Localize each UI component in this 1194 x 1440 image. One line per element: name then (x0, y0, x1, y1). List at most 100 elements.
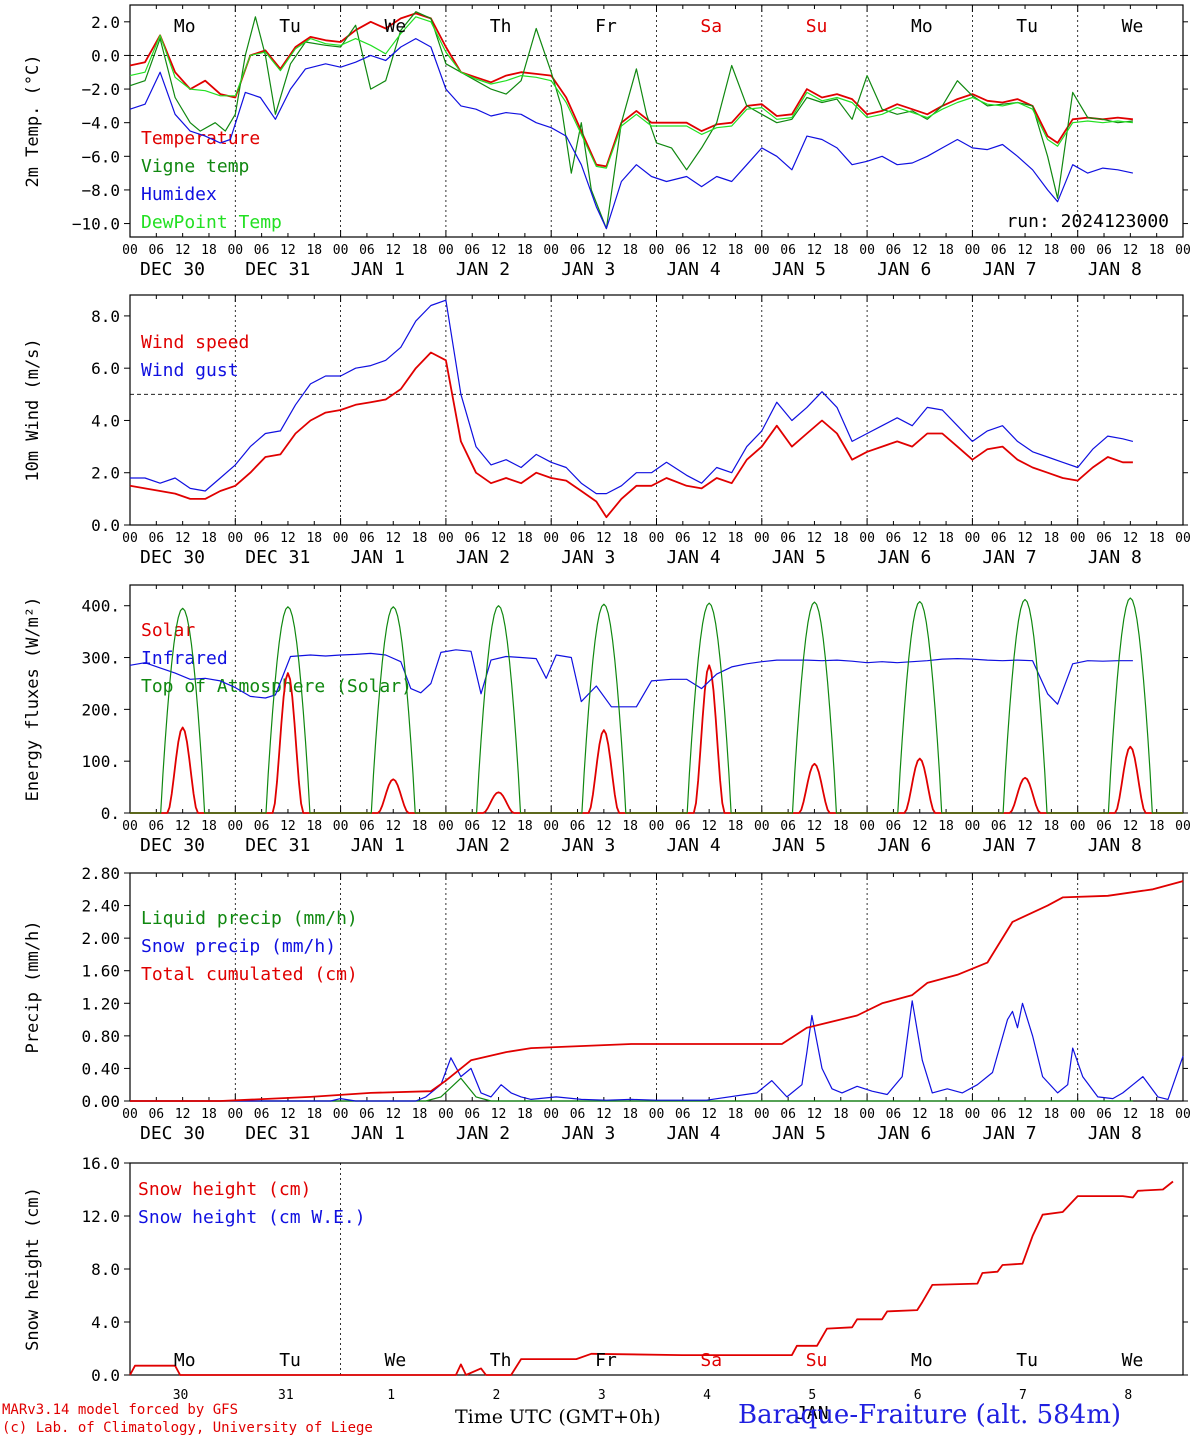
x-hour-label: 00 (543, 1107, 559, 1122)
x-hour-label: 00 (122, 243, 138, 258)
x-hour-label: 18 (412, 531, 428, 546)
series-line-humidex (129, 38, 1134, 230)
y-tick-label: 2.0 (91, 13, 120, 32)
x-hour-label: 00 (333, 243, 349, 258)
x-date-label: JAN 1 (351, 259, 405, 280)
y-tick-label: 400. (81, 597, 120, 616)
x-hour-label: 18 (1149, 1107, 1165, 1122)
x-hour-label: 00 (859, 531, 875, 546)
day-name-label: Tu (279, 16, 301, 37)
x-date-label: JAN 7 (982, 547, 1036, 568)
x-hour-label: 06 (991, 819, 1007, 834)
y-tick-label: 0.0 (91, 516, 120, 535)
x-hour-label: 12 (385, 819, 401, 834)
x-date-label: DEC 31 (245, 259, 310, 280)
day-name-label: Th (490, 16, 512, 37)
legend-snow-height-cm-w-e-: Snow height (cm W.E.) (138, 1207, 366, 1228)
x-hour-label: 18 (1044, 243, 1060, 258)
x-hour-label: 18 (412, 1107, 428, 1122)
x-hour-label: 00 (859, 1107, 875, 1122)
legend-infrared: Infrared (141, 648, 228, 669)
run-label: run: 2024123000 (1006, 211, 1169, 232)
y-tick-label: 6.0 (91, 359, 120, 378)
x-hour-label: 18 (306, 1107, 322, 1122)
x-hour-label: 00 (438, 243, 454, 258)
x-date-label: JAN 7 (982, 259, 1036, 280)
x-date-label: JAN 8 (1088, 547, 1142, 568)
bottom-day-number: 3 (598, 1388, 606, 1403)
snow-day-name-label: Fr (595, 1350, 617, 1371)
x-hour-label: 00 (754, 243, 770, 258)
x-hour-label: 12 (385, 1107, 401, 1122)
x-hour-label: 12 (701, 1107, 717, 1122)
x-hour-label: 18 (622, 1107, 638, 1122)
x-hour-label: 00 (227, 531, 243, 546)
y-tick-label: 2.80 (81, 864, 120, 883)
x-hour-label: 12 (1017, 243, 1033, 258)
x-hour-label: 00 (1070, 531, 1086, 546)
y-tick-label: 4.0 (91, 411, 120, 430)
x-date-label: JAN 2 (456, 1123, 510, 1144)
x-hour-label: 18 (1149, 243, 1165, 258)
x-hour-label: 18 (622, 531, 638, 546)
x-hour-label: 12 (912, 243, 928, 258)
x-hour-label: 18 (201, 243, 217, 258)
snow-day-name-label: Sa (700, 1350, 722, 1371)
x-date-label: JAN 7 (982, 835, 1036, 856)
x-hour-label: 00 (1070, 243, 1086, 258)
x-hour-label: 12 (280, 819, 296, 834)
x-date-label: JAN 8 (1088, 835, 1142, 856)
x-hour-label: 06 (780, 531, 796, 546)
x-hour-label: 18 (517, 243, 533, 258)
snow-day-name-label: We (1122, 1350, 1144, 1371)
day-name-label: Tu (1016, 16, 1038, 37)
x-hour-label: 06 (464, 819, 480, 834)
bottom-day-number: 31 (278, 1388, 294, 1403)
station-name: Baraque-Fraiture (alt. 584m) (738, 1400, 1122, 1430)
x-hour-label: 00 (965, 1107, 981, 1122)
x-hour-label: 12 (1123, 243, 1139, 258)
y-tick-label: 200. (81, 700, 120, 719)
x-date-label: JAN 5 (772, 1123, 826, 1144)
snow-day-name-label: Tu (279, 1350, 301, 1371)
legend-temperature: Temperature (141, 128, 260, 149)
x-date-label: JAN 6 (877, 259, 931, 280)
x-hour-label: 18 (728, 819, 744, 834)
x-hour-label: 06 (148, 1107, 164, 1122)
x-hour-label: 12 (175, 819, 191, 834)
y-tick-label: 4.0 (91, 1313, 120, 1332)
x-hour-label: 12 (701, 819, 717, 834)
x-hour-label: 18 (622, 819, 638, 834)
x-hour-label: 00 (1175, 1107, 1191, 1122)
legend-vigne-temp: Vigne temp (141, 156, 249, 177)
y-axis-label-temperature: 2m Temp. (°C) (23, 54, 43, 187)
x-hour-label: 00 (649, 819, 665, 834)
y-tick-label: 0.0 (91, 1366, 120, 1385)
x-hour-label: 06 (780, 1107, 796, 1122)
day-name-label: Mo (174, 16, 196, 37)
x-hour-label: 18 (833, 819, 849, 834)
legend-liquid-precip-mm-h-: Liquid precip (mm/h) (141, 908, 358, 929)
x-hour-label: 12 (807, 531, 823, 546)
x-hour-label: 12 (912, 531, 928, 546)
x-hour-label: 18 (833, 243, 849, 258)
x-date-label: JAN 3 (561, 547, 615, 568)
x-hour-label: 06 (1096, 531, 1112, 546)
x-hour-label: 12 (807, 1107, 823, 1122)
x-date-label: DEC 30 (140, 835, 205, 856)
legend-top-of-atmosphere-solar-: Top of Atmosphere (Solar) (141, 676, 412, 697)
legend-wind-speed: Wind speed (141, 332, 249, 353)
x-hour-label: 00 (754, 819, 770, 834)
x-hour-label: 12 (385, 531, 401, 546)
bottom-day-number: 7 (1019, 1388, 1027, 1403)
x-hour-label: 12 (596, 819, 612, 834)
x-date-label: JAN 8 (1088, 259, 1142, 280)
x-hour-label: 06 (780, 243, 796, 258)
x-hour-label: 00 (754, 1107, 770, 1122)
x-hour-label: 18 (306, 819, 322, 834)
x-hour-label: 18 (517, 1107, 533, 1122)
y-tick-label: −6.0 (81, 147, 120, 166)
x-hour-label: 06 (570, 1107, 586, 1122)
x-hour-label: 06 (148, 531, 164, 546)
legend-total-cumulated-cm-: Total cumulated (cm) (141, 964, 358, 985)
